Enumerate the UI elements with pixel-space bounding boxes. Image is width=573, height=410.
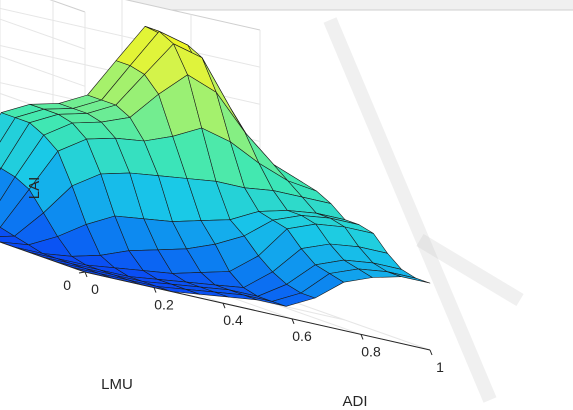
watermark-stroke-3 <box>416 233 524 307</box>
x-tick-mark <box>360 334 364 340</box>
x-tick-label: 0.4 <box>223 312 243 328</box>
y-tick-mark <box>78 271 86 274</box>
x-axis-line <box>84 271 431 351</box>
y-tick-label: 0 <box>63 277 71 293</box>
x-tick-label: 0.8 <box>361 343 381 359</box>
y-axis-label: LMU <box>101 376 133 393</box>
x-tick-label: 1 <box>436 359 444 375</box>
x-tick-mark <box>291 318 295 324</box>
surface-patch <box>386 271 431 284</box>
surface-mesh <box>0 25 431 307</box>
x-tick-mark <box>84 271 88 278</box>
axes-front-lines <box>0 241 433 356</box>
gridline-z-side <box>0 55 86 87</box>
x-tick-label: 0 <box>91 281 99 297</box>
x-tick-mark <box>153 287 157 293</box>
x-tick-label: 0.2 <box>154 297 174 313</box>
tick-labels: 00.20.40.60.8100.510.30.40.50.60.70.8 <box>63 277 444 375</box>
z-axis-label: LAI <box>26 177 43 200</box>
axes-box-edge <box>125 0 261 31</box>
gridline-z-back <box>0 7 261 68</box>
x-tick-mark <box>429 349 433 356</box>
x-tick-mark <box>222 303 226 309</box>
watermark-stroke-1 <box>323 17 497 403</box>
x-tick-label: 0.6 <box>292 328 312 344</box>
y-axis-line <box>0 241 86 273</box>
axes-box-edge <box>49 0 86 13</box>
gridline-z-side <box>0 18 86 50</box>
x-axis-label: ADI <box>342 393 367 410</box>
